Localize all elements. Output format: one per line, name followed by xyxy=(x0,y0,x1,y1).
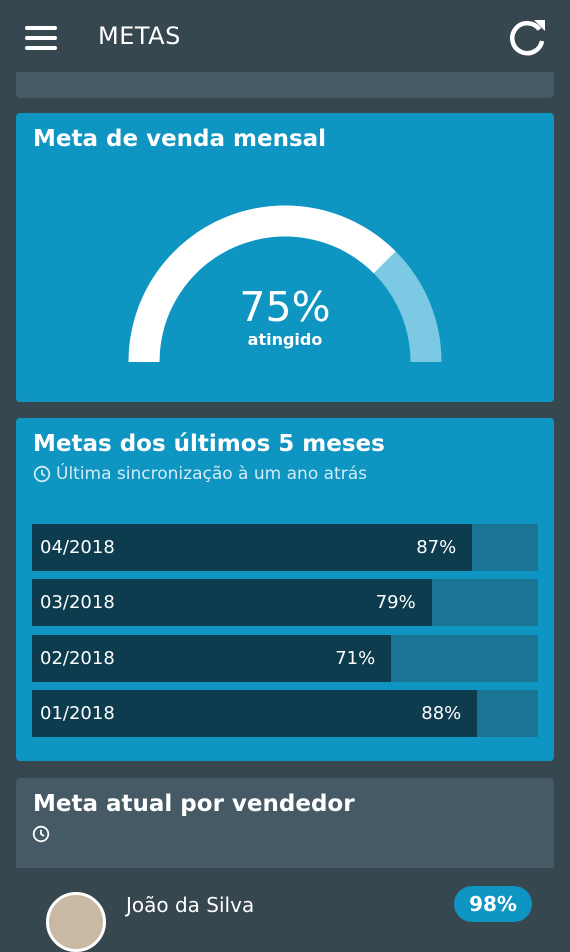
clock-icon xyxy=(33,465,51,483)
history-bar-percent: 87% xyxy=(416,537,457,558)
sync-status: Última sincronização à um ano atrás xyxy=(33,464,367,484)
history-bar-percent: 71% xyxy=(335,648,376,669)
page-title: METAS xyxy=(98,22,181,50)
history-bar-percent: 88% xyxy=(421,703,462,724)
monthly-goal-card: Meta de venda mensal 75% atingido xyxy=(16,113,554,402)
seller-name: João da Silva xyxy=(126,893,255,917)
history-title: Metas dos últimos 5 meses xyxy=(33,431,385,457)
avatar xyxy=(46,892,106,952)
app-bar: METAS xyxy=(0,0,570,72)
history-bar-fill xyxy=(32,635,392,682)
gauge-chart xyxy=(128,205,442,363)
history-bar-fill xyxy=(32,524,473,571)
monthly-goal-title: Meta de venda mensal xyxy=(33,126,327,152)
history-card: Metas dos últimos 5 meses Última sincron… xyxy=(16,418,554,761)
history-bar-0: 04/2018 87% xyxy=(32,524,538,571)
seller-goal-card: Meta atual por vendedor João da Silva 98… xyxy=(16,778,554,952)
history-bar-month: 02/2018 xyxy=(40,648,115,669)
history-bar-month: 04/2018 xyxy=(40,537,115,558)
seller-percent-badge: 98% xyxy=(454,886,532,922)
gauge-fill xyxy=(128,205,396,363)
history-bar-3: 01/2018 88% xyxy=(32,690,538,737)
history-bar-percent: 79% xyxy=(375,592,416,613)
seller-goal-title: Meta atual por vendedor xyxy=(33,791,355,817)
hamburger-menu-icon[interactable] xyxy=(18,18,64,58)
history-bar-fill xyxy=(32,690,478,737)
sync-text: Última sincronização à um ano atrás xyxy=(56,464,367,484)
history-bar-2: 02/2018 71% xyxy=(32,635,538,682)
history-bar-fill xyxy=(32,579,432,626)
history-bar-1: 03/2018 79% xyxy=(32,579,538,626)
gauge-caption: atingido xyxy=(247,330,323,349)
history-bar-month: 01/2018 xyxy=(40,703,115,724)
previous-card xyxy=(16,72,554,98)
refresh-icon[interactable] xyxy=(503,14,551,62)
history-bar-month: 03/2018 xyxy=(40,592,115,613)
gauge-percent: 75% xyxy=(239,283,331,331)
clock-icon xyxy=(32,825,50,843)
seller-row[interactable]: João da Silva 98% xyxy=(16,868,554,952)
